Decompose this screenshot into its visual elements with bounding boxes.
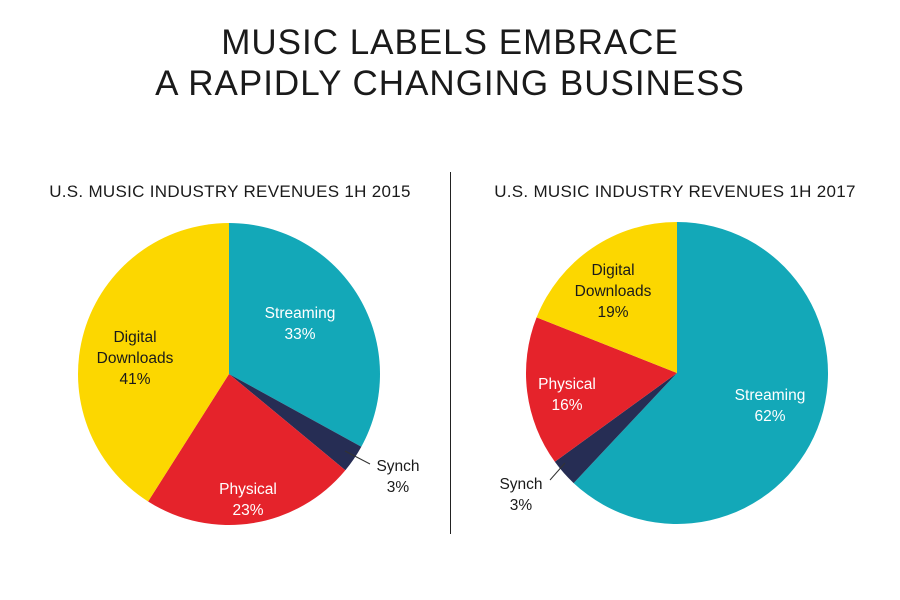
slice-label-synch: Synch 3% — [376, 458, 419, 496]
slice-label-synch: Synch 3% — [499, 476, 542, 514]
pie-slice-digital-downloads — [78, 223, 229, 502]
pie-slice-physical — [525, 317, 677, 462]
slice-name-line: Synch — [376, 458, 419, 475]
slice-name-line: Digital — [113, 329, 156, 346]
slice-label-streaming: Streaming 33% — [265, 305, 336, 343]
page-title-line-1: MUSIC LABELS EMBRACE — [221, 23, 679, 62]
slice-label-physical: Physical 23% — [219, 481, 277, 519]
slice-value: 62% — [754, 408, 785, 425]
pie-slice-streaming — [573, 222, 829, 524]
slice-label-physical: Physical 16% — [538, 376, 596, 414]
slice-value: 16% — [551, 397, 582, 414]
slice-name-line: Synch — [499, 476, 542, 493]
page-title: MUSIC LABELS EMBRACE A RAPIDLY CHANGING … — [0, 22, 900, 104]
slice-name-line: Streaming — [735, 387, 806, 404]
slice-name-line: Downloads — [575, 283, 652, 300]
pie-chart-1: Streaming 62% Synch 3% Physical 16% Digital Dow… — [499, 221, 829, 524]
pie-slice-streaming — [229, 223, 380, 447]
slice-value: 3% — [387, 479, 410, 496]
chart-title-2017: U.S. MUSIC INDUSTRY REVENUES 1H 2017 — [494, 182, 856, 201]
slice-label-digital-downloads: Digital Downloads 19% — [575, 262, 652, 321]
chart-title-2015: U.S. MUSIC INDUSTRY REVENUES 1H 2015 — [49, 182, 411, 201]
slice-value: 23% — [232, 502, 263, 519]
slice-name-line: Physical — [538, 376, 596, 393]
slice-value: 19% — [597, 304, 628, 321]
pie-slice-physical — [148, 374, 346, 525]
pie-slice-digital-downloads — [536, 221, 677, 373]
slice-value: 41% — [119, 371, 150, 388]
chart-divider — [450, 172, 451, 534]
slice-label-digital-downloads: Digital Downloads 41% — [97, 329, 174, 388]
pie-slice-synch — [229, 374, 362, 471]
leader-line-synch — [344, 450, 371, 465]
slice-value: 33% — [284, 326, 315, 343]
pie-chart-0: Streaming 33% Synch 3% Physical 23% Digital Dow… — [78, 223, 420, 525]
slice-name-line: Physical — [219, 481, 277, 498]
pie-slice-synch — [554, 373, 677, 484]
slice-name-line: Streaming — [265, 305, 336, 322]
slice-label-streaming: Streaming 62% — [735, 387, 806, 425]
leader-line-synch — [549, 462, 566, 481]
slice-name-line: Downloads — [97, 350, 174, 367]
slice-value: 3% — [510, 497, 533, 514]
page-title-line-2: A RAPIDLY CHANGING BUSINESS — [155, 64, 745, 103]
slice-name-line: Digital — [591, 262, 634, 279]
